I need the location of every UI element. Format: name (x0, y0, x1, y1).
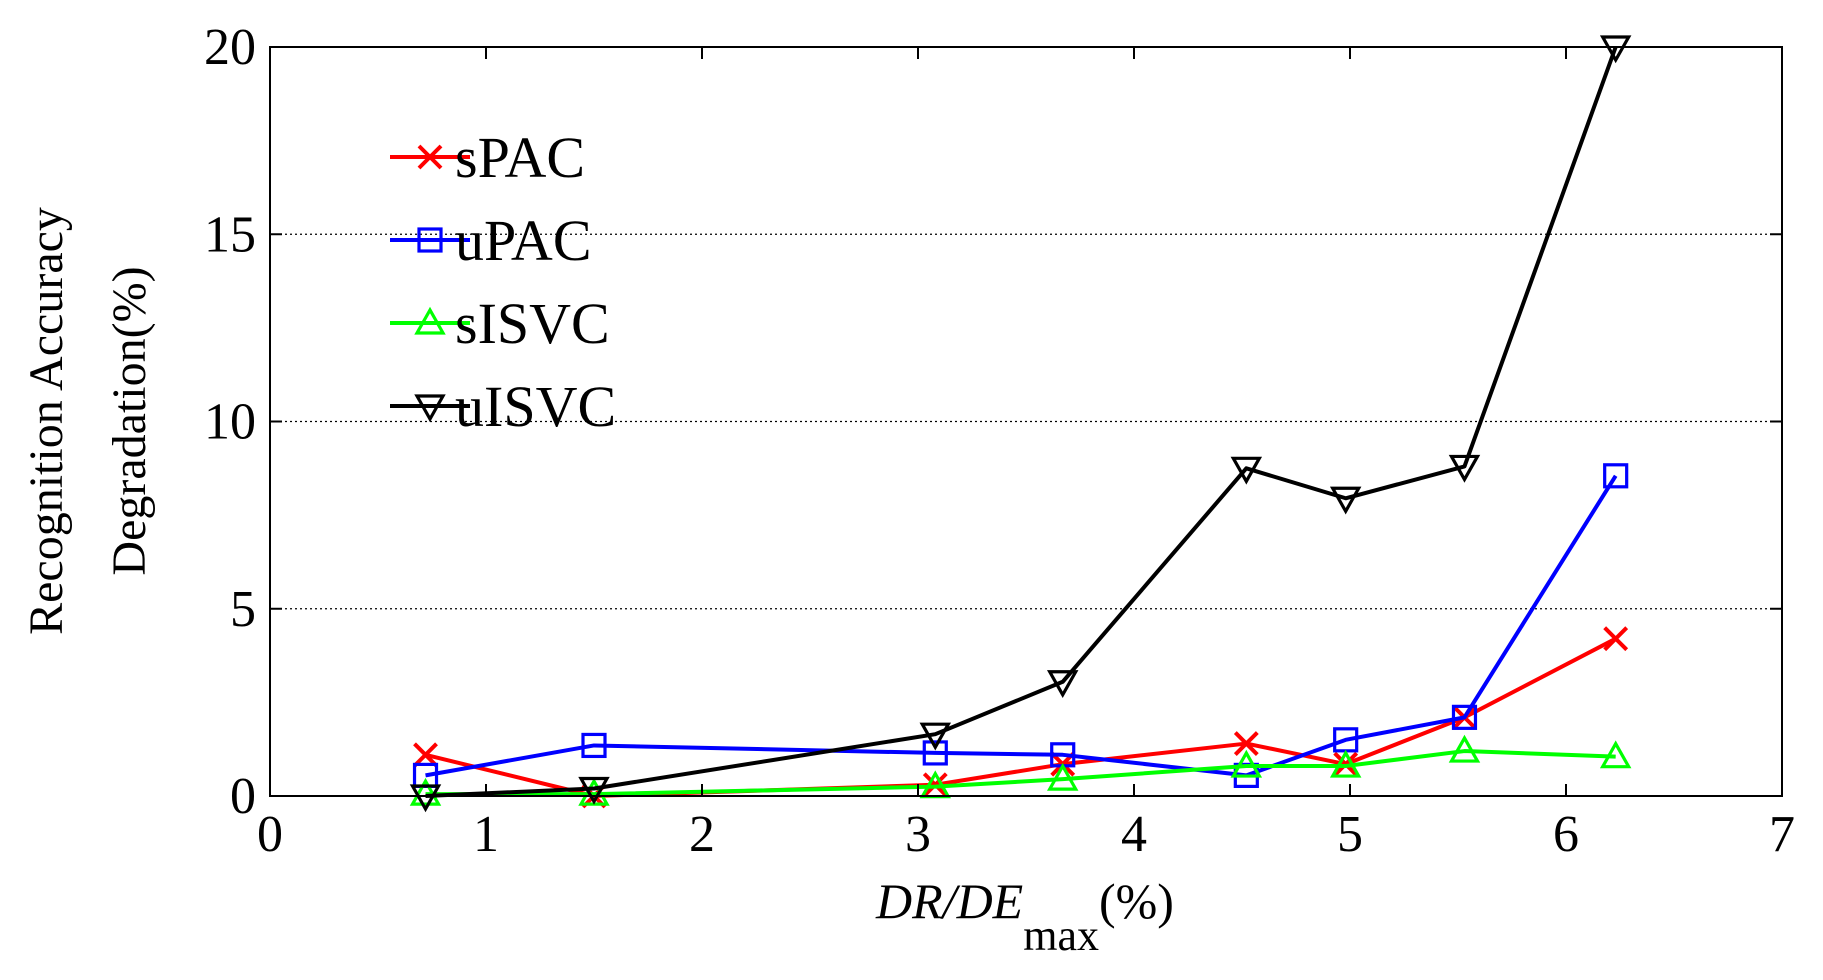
data-point-uPAC (1451, 704, 1478, 730)
y-axis-label-line1: Recognition Accuracy (20, 207, 73, 635)
axes: 0 5 10 15 20 0 1 2 3 4 5 6 7 (204, 19, 1795, 863)
series-line-sPAC (425, 636, 1617, 798)
series-line-uISVC (425, 46, 1618, 798)
legend-label-sPAC: sPAC (455, 125, 585, 190)
legend-marker-sPAC (417, 144, 443, 170)
data-point-uPAC (1603, 463, 1629, 489)
data-point-uISVC (1599, 35, 1632, 64)
x-tick-label: 0 (257, 806, 283, 863)
gridlines (270, 233, 1782, 610)
data-point-sISVC (1230, 749, 1263, 778)
series-uISVC (409, 35, 1632, 813)
x-tick-label: 1 (473, 806, 499, 863)
x-tick-label: 3 (905, 806, 931, 863)
legend-entry-sISVC: sISVC (390, 291, 610, 356)
series-line-uPAC (425, 474, 1618, 778)
data-point-uPAC (922, 740, 948, 766)
legend-marker-uISVC (414, 394, 446, 423)
x-tick-label: 2 (689, 806, 715, 863)
series-uPAC (412, 463, 1629, 789)
legend-marker-sISVC (414, 306, 446, 335)
data-point-sPAC (1603, 626, 1629, 652)
data-point-uISVC (1448, 454, 1481, 483)
data-point-uISVC (409, 784, 442, 813)
data-point-uISVC (1329, 486, 1362, 515)
x-axis-label-subscript: max (1023, 911, 1099, 960)
data-point-sISVC (409, 777, 442, 806)
data-point-sISVC (1329, 749, 1362, 778)
data-point-uISVC (1230, 456, 1263, 485)
legend: sPAC uPAC sISVC uISVC (390, 125, 616, 439)
data-point-sPAC (413, 742, 438, 768)
y-tick-label: 0 (230, 768, 256, 825)
x-axis-label-unit: (%) (1099, 873, 1174, 929)
legend-entry-uISVC: uISVC (390, 374, 616, 439)
data-point-sPAC (1233, 731, 1259, 756)
legend-label-sISVC: sISVC (455, 291, 610, 356)
data-point-uISVC (578, 776, 610, 805)
data-point-sISVC (1448, 734, 1481, 763)
series-line-sISVC (425, 749, 1616, 797)
data-point-uISVC (919, 722, 952, 751)
series-sISVC (409, 734, 1632, 806)
legend-label-uPAC: uPAC (455, 208, 592, 273)
x-tick-label: 7 (1769, 806, 1795, 863)
x-tick-label: 6 (1553, 806, 1579, 863)
y-tick-label: 10 (204, 394, 256, 451)
y-axis-label-line2: Degradation(%) (103, 266, 156, 575)
data-point-uPAC (581, 732, 607, 759)
data-point-sISVC (1046, 762, 1079, 791)
data-point-sISVC (1599, 740, 1632, 769)
y-tick-label: 15 (204, 206, 256, 263)
legend-label-uISVC: uISVC (455, 374, 616, 439)
x-axis-label-main: DR/DE (875, 873, 1023, 929)
x-axis-label: DR/DEmax(%) (875, 873, 1174, 960)
series-layer (409, 35, 1632, 813)
y-tick-label: 5 (230, 581, 256, 638)
y-tick-label: 20 (204, 19, 256, 76)
x-tick-label: 4 (1121, 806, 1147, 863)
data-point-uISVC (1046, 670, 1079, 699)
legend-entry-uPAC: uPAC (390, 208, 592, 273)
legend-marker-uPAC (417, 227, 443, 253)
x-tick-label: 5 (1337, 806, 1363, 863)
legend-entry-sPAC: sPAC (390, 125, 585, 190)
